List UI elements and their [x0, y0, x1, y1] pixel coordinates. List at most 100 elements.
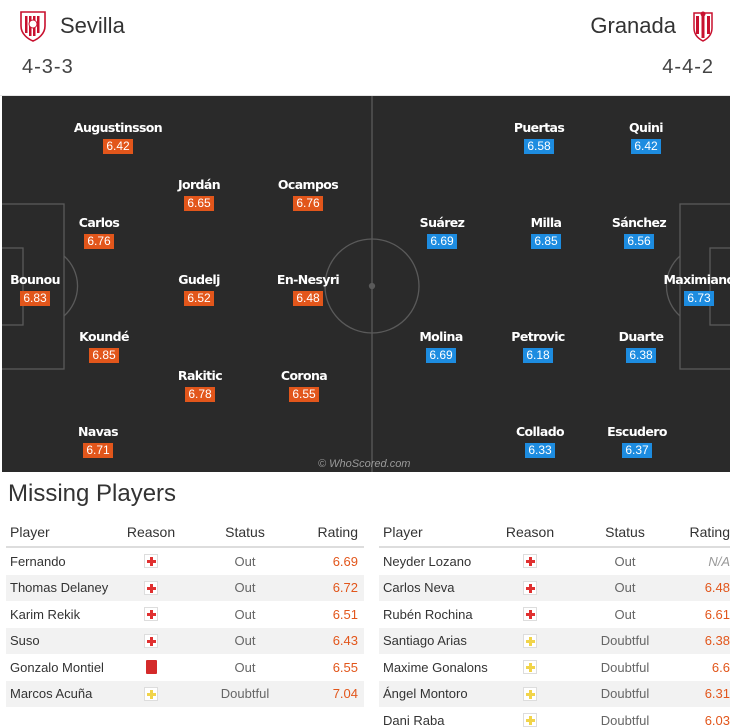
missing-player-name[interactable]: Thomas Delaney: [10, 580, 109, 596]
table-row: Neyder Lozano Out N/A: [379, 548, 730, 575]
player-name: Bounou: [10, 272, 60, 287]
player-name: Carlos: [78, 215, 120, 230]
header-reason: Reason: [126, 524, 176, 540]
player-marker[interactable]: Rakitic 6.78: [145, 368, 255, 403]
missing-player-name[interactable]: Rubén Rochina: [383, 606, 473, 622]
table-row: Suso Out 6.43: [6, 627, 364, 654]
header-status: Status: [605, 524, 645, 540]
missing-player-name[interactable]: Ángel Montoro: [383, 686, 468, 702]
missing-player-name[interactable]: Neyder Lozano: [383, 553, 472, 569]
player-marker[interactable]: Suárez 6.69: [387, 215, 497, 250]
player-name: Navas: [78, 424, 119, 439]
player-marker[interactable]: Milla 6.85: [491, 215, 601, 250]
player-marker[interactable]: Duarte 6.38: [586, 329, 696, 364]
player-marker[interactable]: Augustinsson 6.42: [63, 120, 173, 155]
player-rating: 6.48: [293, 291, 323, 306]
status-text: Out: [234, 580, 256, 596]
injury-icon[interactable]: [144, 554, 158, 569]
player-name: Corona: [280, 368, 328, 383]
away-team: Granada 4-4-2: [590, 10, 718, 79]
rating-value: 7.04: [332, 686, 358, 702]
player-marker[interactable]: Carlos 6.76: [44, 215, 154, 250]
missing-player-name[interactable]: Maxime Gonalons: [383, 659, 488, 675]
player-rating: 6.33: [525, 443, 555, 458]
doubtful-icon[interactable]: [523, 686, 537, 701]
missing-player-name[interactable]: Gonzalo Montiel: [10, 659, 104, 675]
pitch-lines: [2, 96, 730, 472]
table-row: Karim Rekik Out 6.51: [6, 601, 364, 628]
player-name: Maximiano: [663, 272, 730, 287]
player-marker[interactable]: Maximiano 6.73: [644, 272, 730, 307]
player-marker[interactable]: Gudelj 6.52: [144, 272, 254, 307]
player-rating: 6.65: [184, 196, 214, 211]
player-marker[interactable]: Escudero 6.37: [582, 424, 692, 459]
player-marker[interactable]: Puertas 6.58: [484, 120, 594, 155]
player-marker[interactable]: Corona 6.55: [249, 368, 359, 403]
player-marker[interactable]: Quini 6.42: [591, 120, 701, 155]
player-marker[interactable]: En-Nesyri 6.48: [253, 272, 363, 307]
injury-icon[interactable]: [523, 580, 537, 595]
injury-icon[interactable]: [523, 607, 537, 622]
status-text: Out: [234, 553, 256, 569]
away-team-name[interactable]: Granada: [590, 13, 676, 38]
injury-icon[interactable]: [144, 633, 158, 648]
injury-icon[interactable]: [144, 580, 158, 595]
player-name: Quini: [629, 120, 664, 135]
player-name: Suárez: [419, 215, 465, 230]
player-rating: 6.78: [185, 387, 215, 402]
missing-player-name[interactable]: Carlos Neva: [383, 580, 455, 596]
injury-icon[interactable]: [523, 554, 537, 569]
status-text: Doubtful: [600, 633, 650, 649]
player-marker[interactable]: Navas 6.71: [43, 424, 153, 459]
red-card-icon[interactable]: [145, 660, 157, 675]
doubtful-icon[interactable]: [144, 686, 158, 701]
player-marker[interactable]: Ocampos 6.76: [253, 177, 363, 212]
status-text: Out: [614, 580, 636, 596]
rating-value: 6.03: [704, 712, 730, 728]
reason-cell: [122, 554, 180, 569]
player-rating: 6.73: [684, 291, 714, 306]
player-marker[interactable]: Koundé 6.85: [49, 329, 159, 364]
table-row: Santiago Arias Doubtful 6.38: [379, 627, 730, 654]
player-marker[interactable]: Jordán 6.65: [144, 177, 254, 212]
rating-value: 6.38: [704, 633, 730, 649]
sevilla-crest-icon: [20, 11, 46, 42]
reason-cell: [122, 660, 180, 675]
player-marker[interactable]: Collado 6.33: [485, 424, 595, 459]
reason-cell: [122, 686, 180, 701]
status-text: Doubtful: [600, 659, 650, 675]
header-rating: Rating: [317, 524, 358, 540]
doubtful-icon[interactable]: [523, 713, 537, 728]
status-text: Out: [614, 553, 636, 569]
player-name: Puertas: [513, 120, 565, 135]
rating-value: N/A: [708, 553, 730, 569]
missing-player-name[interactable]: Suso: [10, 633, 40, 649]
table-row: Gonzalo Montiel Out 6.55: [6, 654, 364, 681]
player-rating: 6.76: [293, 196, 323, 211]
rating-value: 6.6: [711, 659, 730, 675]
status-text: Out: [234, 659, 256, 675]
doubtful-icon[interactable]: [523, 660, 537, 675]
player-marker[interactable]: Molina 6.69: [386, 329, 496, 364]
table-row: Rubén Rochina Out 6.61: [379, 601, 730, 628]
missing-player-name[interactable]: Fernando: [10, 553, 66, 569]
player-rating: 6.85: [89, 348, 119, 363]
player-name: Petrovic: [511, 329, 565, 344]
doubtful-icon[interactable]: [523, 633, 537, 648]
missing-player-name[interactable]: Santiago Arias: [383, 633, 467, 649]
table-header: Player Reason Status Rating: [6, 518, 364, 548]
missing-player-name[interactable]: Marcos Acuña: [10, 686, 93, 702]
player-marker[interactable]: Bounou 6.83: [2, 272, 90, 307]
player-rating: 6.37: [622, 443, 652, 458]
injury-icon[interactable]: [144, 607, 158, 622]
player-marker[interactable]: Petrovic 6.18: [483, 329, 593, 364]
player-name: Escudero: [607, 424, 667, 439]
status-text: Out: [234, 633, 256, 649]
missing-player-name[interactable]: Dani Raba: [383, 712, 445, 728]
player-rating: 6.56: [624, 234, 654, 249]
missing-player-name[interactable]: Karim Rekik: [10, 606, 81, 622]
rating-value: 6.72: [332, 580, 358, 596]
player-marker[interactable]: Sánchez 6.56: [584, 215, 694, 250]
home-team-name[interactable]: Sevilla: [60, 13, 125, 38]
status-text: Doubtful: [600, 712, 650, 728]
